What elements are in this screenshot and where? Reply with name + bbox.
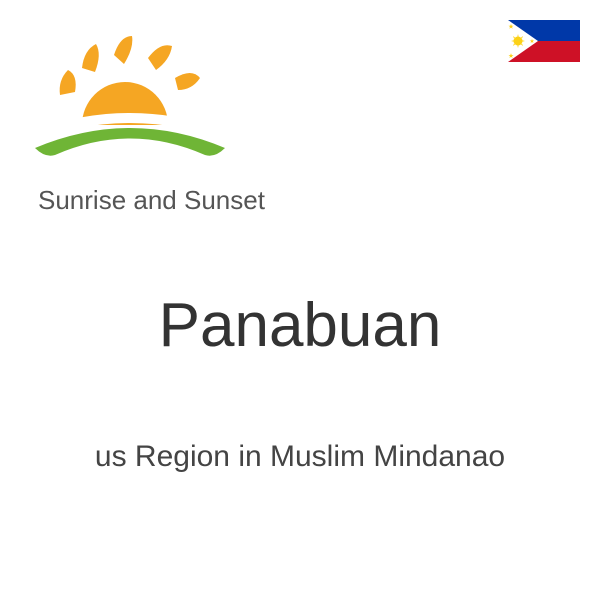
sunrise-logo [20,20,240,185]
location-title: Panabuan [0,290,600,361]
tagline-text: Sunrise and Sunset [38,185,265,216]
flag-svg [508,20,580,62]
region-subtitle: us Region in Muslim Mindanao [0,440,600,474]
philippines-flag [508,20,580,62]
sunrise-logo-svg [20,20,240,180]
